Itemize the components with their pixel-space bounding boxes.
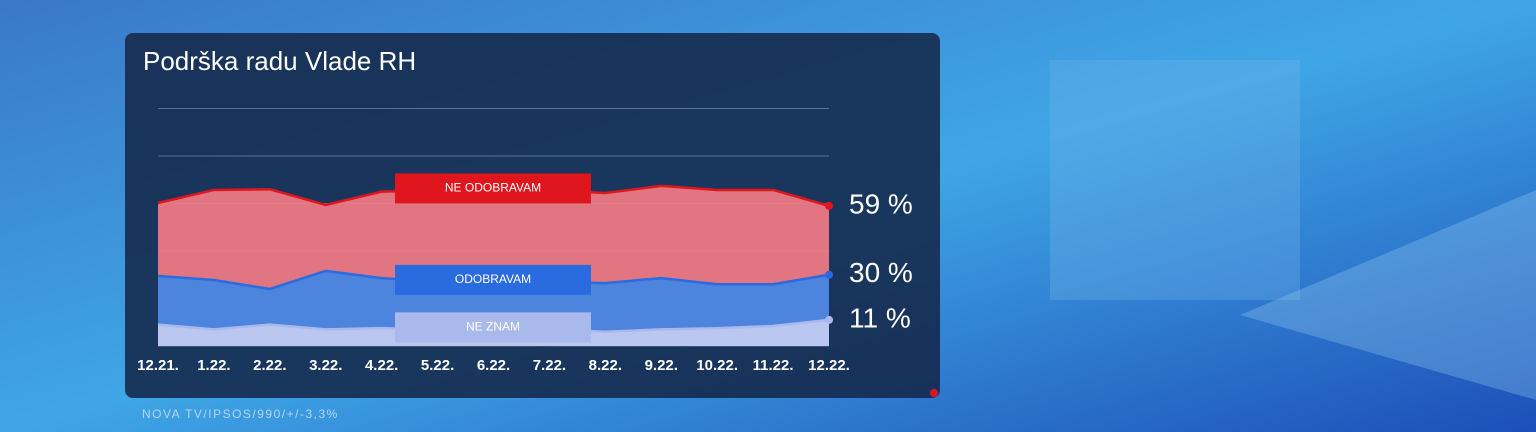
- x-tick-label: 7.22.: [533, 357, 566, 374]
- legend-label: NE ZNAM: [466, 320, 520, 334]
- x-tick-label: 1.22.: [197, 357, 230, 374]
- corner-dot: [930, 389, 938, 397]
- end-dot: [825, 315, 833, 324]
- x-tick-label: 11.22.: [753, 357, 794, 374]
- area: [158, 270, 829, 346]
- x-tick-label: 10.22.: [696, 357, 738, 374]
- x-tick-label: 2.22.: [253, 357, 286, 374]
- value-label: 59 %: [849, 188, 913, 219]
- legend-label: NE ODOBRAVAM: [445, 181, 541, 195]
- legend-box: [395, 264, 591, 295]
- value-label: 11 %: [849, 302, 911, 333]
- end-dot: [825, 270, 833, 279]
- x-tick-label: 8.22.: [589, 357, 622, 374]
- x-tick-label: 3.22.: [309, 357, 342, 374]
- x-tick-label: 4.22.: [365, 357, 398, 374]
- end-dot: [825, 201, 833, 210]
- legend-label: ODOBRAVAM: [455, 272, 531, 286]
- x-tick-label: 5.22.: [421, 357, 454, 374]
- x-tick-label: 6.22.: [477, 357, 510, 374]
- x-tick-label: 12.21.: [137, 357, 179, 374]
- chart-title: Podrška radu Vlade RH: [143, 46, 416, 76]
- legend-box: [395, 312, 591, 343]
- value-label: 30 %: [849, 257, 913, 288]
- building: [1050, 60, 1300, 300]
- decor: [1240, 190, 1536, 400]
- x-tick-label: 9.22.: [645, 357, 678, 374]
- legend-box: [395, 173, 591, 204]
- source: NOVA TV/IPSOS/990/+/-3,3%: [142, 407, 339, 421]
- x-tick-label: 12.22.: [808, 357, 850, 374]
